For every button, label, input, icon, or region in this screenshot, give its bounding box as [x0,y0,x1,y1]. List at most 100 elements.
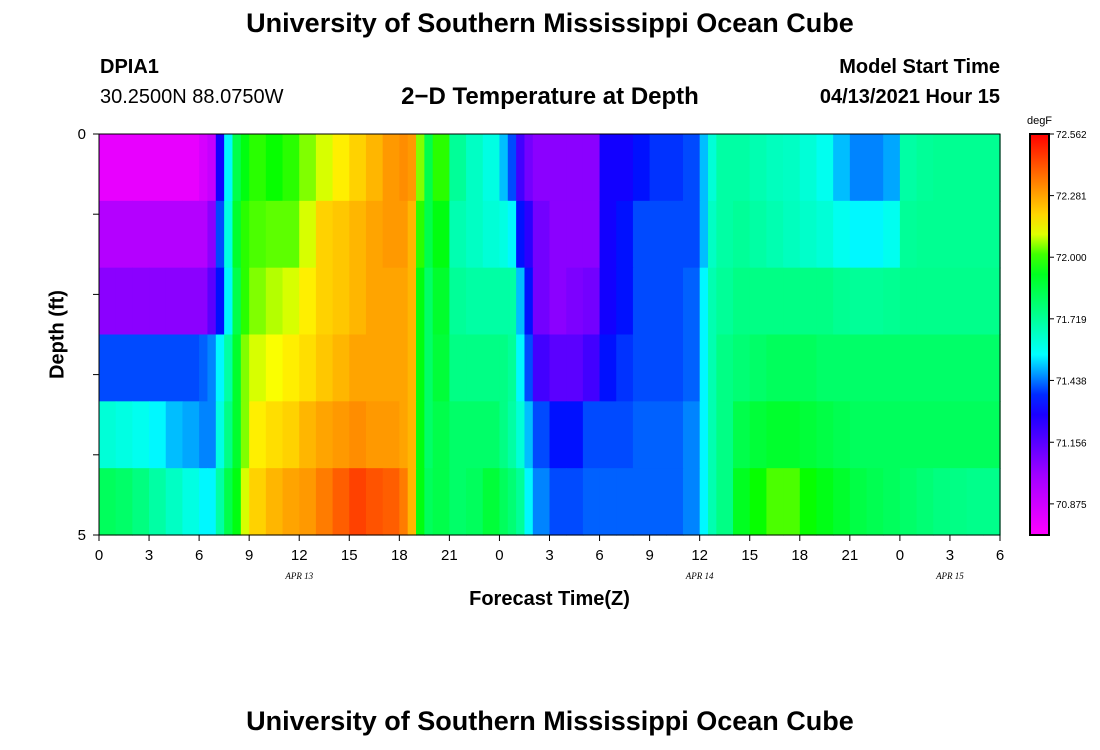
heat-cell [382,401,400,469]
heat-cell [349,134,367,202]
y-tick-label: 5 [78,527,86,544]
heat-cell [165,468,184,536]
x-tick-label: 15 [741,547,758,564]
heat-cell [699,468,709,536]
heat-cell [524,134,534,202]
model-start-label: Model Start Time [839,56,1000,78]
heat-cell [532,468,551,536]
heat-cell [816,334,834,402]
colorbar-tick-label: 72.281 [1056,192,1087,203]
heat-cell [432,468,450,536]
heat-cell [449,468,467,536]
heat-cell [399,401,409,469]
heat-cell [749,468,768,536]
heat-cell [649,401,667,469]
heat-cell [149,267,167,336]
heat-cell [207,134,217,202]
heat-cell [265,200,284,269]
heat-cell [416,334,425,402]
colorbar: degF 72.562 72.281 72.000 71.719 71.438 71.15… [1027,115,1087,536]
heat-cell [132,200,150,269]
heat-cell [299,468,317,536]
heat-cell [933,267,951,336]
heat-cell [599,134,617,202]
x-tick-label: 0 [896,547,904,564]
heat-cell [616,401,634,469]
heat-cell [215,334,225,402]
heat-cell [816,200,834,269]
heat-cell [315,134,334,202]
heat-cell [232,134,242,202]
heat-cell [399,468,409,536]
heat-cell [616,267,634,336]
heat-cell [783,468,801,536]
x-tick-label: 3 [946,547,954,564]
heat-cell [749,267,768,336]
heat-cell [883,334,901,402]
heat-cell [532,267,551,336]
heat-cell [499,334,509,402]
date-label: APR 15 [935,571,964,581]
heat-cell [424,334,434,402]
heat-cell [699,401,709,469]
heat-cell [466,468,484,536]
heat-cell [315,401,334,469]
heat-cell [466,200,484,269]
heat-cell [399,200,409,269]
heat-cell [115,200,133,269]
heat-cell [949,134,968,202]
heat-cell [516,334,526,402]
heat-cell [407,468,417,536]
heat-cell [432,267,450,336]
heat-cell [149,468,167,536]
heat-cell [749,134,768,202]
heat-cell [224,468,234,536]
heat-cell [883,134,901,202]
x-tick-label: 15 [341,547,358,564]
heat-cell [716,468,734,536]
heat-cell [599,334,617,402]
heat-cell [799,134,818,202]
heat-cell [132,401,150,469]
heat-cell [632,267,651,336]
heat-cell [165,200,184,269]
heat-cell [799,401,818,469]
heat-cell [416,468,425,536]
heat-cell [349,401,367,469]
heat-cell [849,267,868,336]
heat-cell [949,334,968,402]
heat-cell [783,334,801,402]
heat-cell [332,334,350,402]
x-tick-label: 9 [645,547,653,564]
heat-cell [265,267,284,336]
station-coordinates: 30.2500N 88.0750W [100,86,284,108]
heat-cell [165,334,184,402]
heat-cell [499,267,509,336]
heat-cell [299,200,317,269]
heat-cell [132,134,150,202]
heat-cell [249,134,267,202]
heat-cell [766,334,784,402]
heat-cell [407,267,417,336]
heat-cell [299,134,317,202]
heat-cell [482,468,501,536]
heat-cell [507,200,517,269]
heat-cell [799,334,818,402]
heat-cell [315,468,334,536]
heat-cell [916,134,934,202]
heat-cell [240,200,250,269]
heat-cell [783,200,801,269]
heat-cell [199,401,209,469]
heat-cell [207,401,217,469]
heat-cell [249,267,267,336]
heat-cell [883,200,901,269]
heat-cell [666,334,684,402]
colorbar-ticks: 72.562 72.281 72.000 71.719 71.438 71.156 70.8… [1049,130,1087,511]
heat-cell [99,334,117,402]
colorbar-tick-label: 71.719 [1056,315,1087,326]
heat-cell [816,468,834,536]
date-label: APR 13 [284,571,313,581]
y-tick-label: 0 [78,126,86,143]
heat-cell [149,401,167,469]
heat-cell [949,200,968,269]
